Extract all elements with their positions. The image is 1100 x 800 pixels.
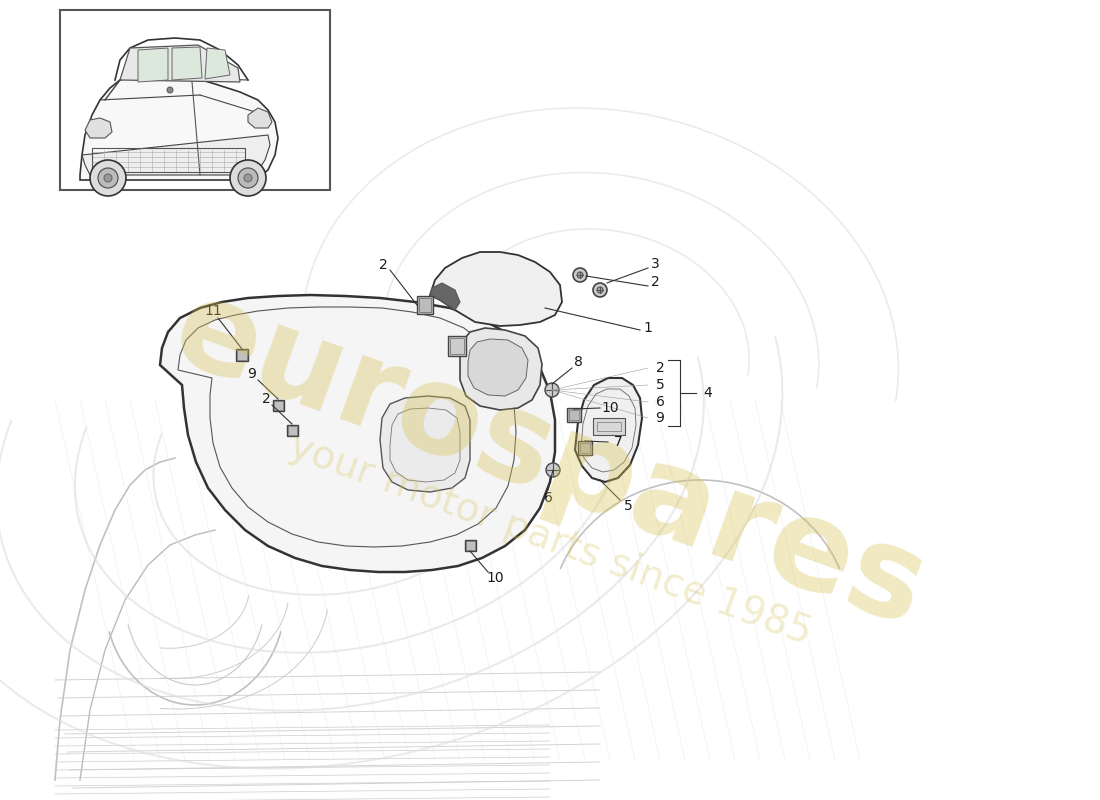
Polygon shape	[430, 283, 460, 310]
Text: 9: 9	[248, 367, 256, 381]
Polygon shape	[172, 47, 202, 80]
Circle shape	[98, 168, 118, 188]
Circle shape	[90, 160, 126, 196]
Polygon shape	[468, 339, 528, 396]
Bar	[450, 338, 464, 354]
Circle shape	[573, 268, 587, 282]
Polygon shape	[80, 74, 278, 180]
Polygon shape	[430, 252, 562, 326]
Circle shape	[244, 174, 252, 182]
Text: 7: 7	[614, 435, 623, 449]
Circle shape	[104, 174, 112, 182]
Text: 6: 6	[656, 395, 664, 409]
Text: 2: 2	[656, 361, 664, 375]
Circle shape	[578, 272, 583, 278]
Text: 11: 11	[205, 304, 222, 318]
Polygon shape	[138, 48, 168, 82]
Bar	[236, 349, 248, 361]
Circle shape	[544, 383, 559, 397]
Text: your motor parts since 1985: your motor parts since 1985	[284, 427, 816, 653]
Polygon shape	[379, 396, 470, 492]
Bar	[466, 541, 475, 550]
Text: 2: 2	[378, 258, 387, 272]
Text: 9: 9	[656, 411, 664, 425]
Polygon shape	[593, 418, 625, 435]
Bar	[60, 10, 330, 190]
Circle shape	[167, 87, 173, 93]
Bar	[465, 540, 476, 551]
Text: 8: 8	[573, 355, 582, 369]
Text: 2: 2	[262, 392, 271, 406]
Bar	[419, 298, 431, 312]
Text: 4: 4	[704, 386, 713, 400]
Bar	[417, 296, 433, 314]
Text: 1: 1	[644, 321, 652, 335]
Polygon shape	[85, 118, 112, 138]
Polygon shape	[575, 378, 642, 482]
Bar	[569, 410, 579, 420]
Polygon shape	[160, 295, 556, 572]
Text: 5: 5	[624, 499, 632, 513]
Text: eurospares: eurospares	[158, 268, 942, 652]
Bar	[236, 350, 248, 360]
Circle shape	[593, 283, 607, 297]
Text: 5: 5	[656, 378, 664, 392]
Polygon shape	[248, 108, 272, 128]
Bar	[273, 400, 284, 411]
Circle shape	[546, 463, 560, 477]
Text: 2: 2	[650, 275, 659, 289]
Circle shape	[230, 160, 266, 196]
Circle shape	[238, 168, 258, 188]
Bar	[287, 425, 298, 436]
Bar	[566, 408, 581, 422]
Polygon shape	[205, 48, 230, 79]
Text: 6: 6	[543, 491, 552, 505]
Text: 10: 10	[602, 401, 619, 415]
Polygon shape	[120, 45, 240, 82]
Bar	[578, 441, 592, 455]
Polygon shape	[460, 328, 542, 410]
Text: 3: 3	[650, 257, 659, 271]
Bar	[580, 443, 590, 453]
Bar	[448, 336, 466, 356]
Circle shape	[597, 287, 603, 293]
Bar	[288, 426, 297, 435]
Polygon shape	[82, 135, 270, 175]
Bar	[274, 401, 283, 410]
Text: 10: 10	[486, 571, 504, 585]
